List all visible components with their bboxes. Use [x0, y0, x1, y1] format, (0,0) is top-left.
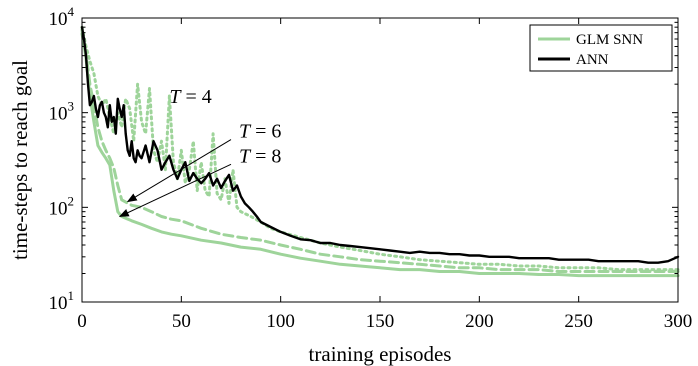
x-tick-label: 100: [266, 311, 295, 332]
legend-label-1: ANN: [576, 52, 609, 68]
annotation-label-1: T = 6: [239, 121, 281, 143]
series-line-1: [80, 32, 680, 273]
y-tick-label: 103: [49, 99, 75, 125]
series-line-0: [80, 28, 680, 278]
y-tick-label: 104: [49, 4, 75, 30]
x-axis-title: training episodes: [309, 342, 452, 366]
x-axis: 0 50 100 150 200 250 300: [77, 18, 692, 332]
annotation-arrow-2: [118, 163, 232, 217]
x-tick-label: 150: [366, 311, 395, 332]
series-layer: [80, 25, 680, 278]
x-tick-label: 300: [664, 311, 693, 332]
annotation-label-2: T = 8: [239, 145, 281, 167]
x-tick-label: 250: [564, 311, 593, 332]
annotation-arrow-1: [126, 139, 232, 203]
x-tick-label: 200: [465, 311, 494, 332]
y-tick-label: 101: [49, 288, 75, 314]
y-tick-label: 102: [49, 193, 75, 219]
legend: GLM SNN ANN: [529, 24, 673, 72]
legend-label-0: GLM SNN: [576, 32, 643, 48]
y-axis-title: time-steps to reach goal: [8, 60, 32, 260]
series-line-3: [80, 26, 680, 264]
x-tick-label: 50: [172, 311, 191, 332]
annotation-label-0: T = 4: [169, 86, 211, 108]
legend-box: [529, 24, 673, 72]
x-tick-label: 0: [77, 311, 87, 332]
annotations: T = 4 T = 6T = 8: [118, 86, 281, 217]
y-axis: 101 102 103 104: [49, 4, 678, 314]
